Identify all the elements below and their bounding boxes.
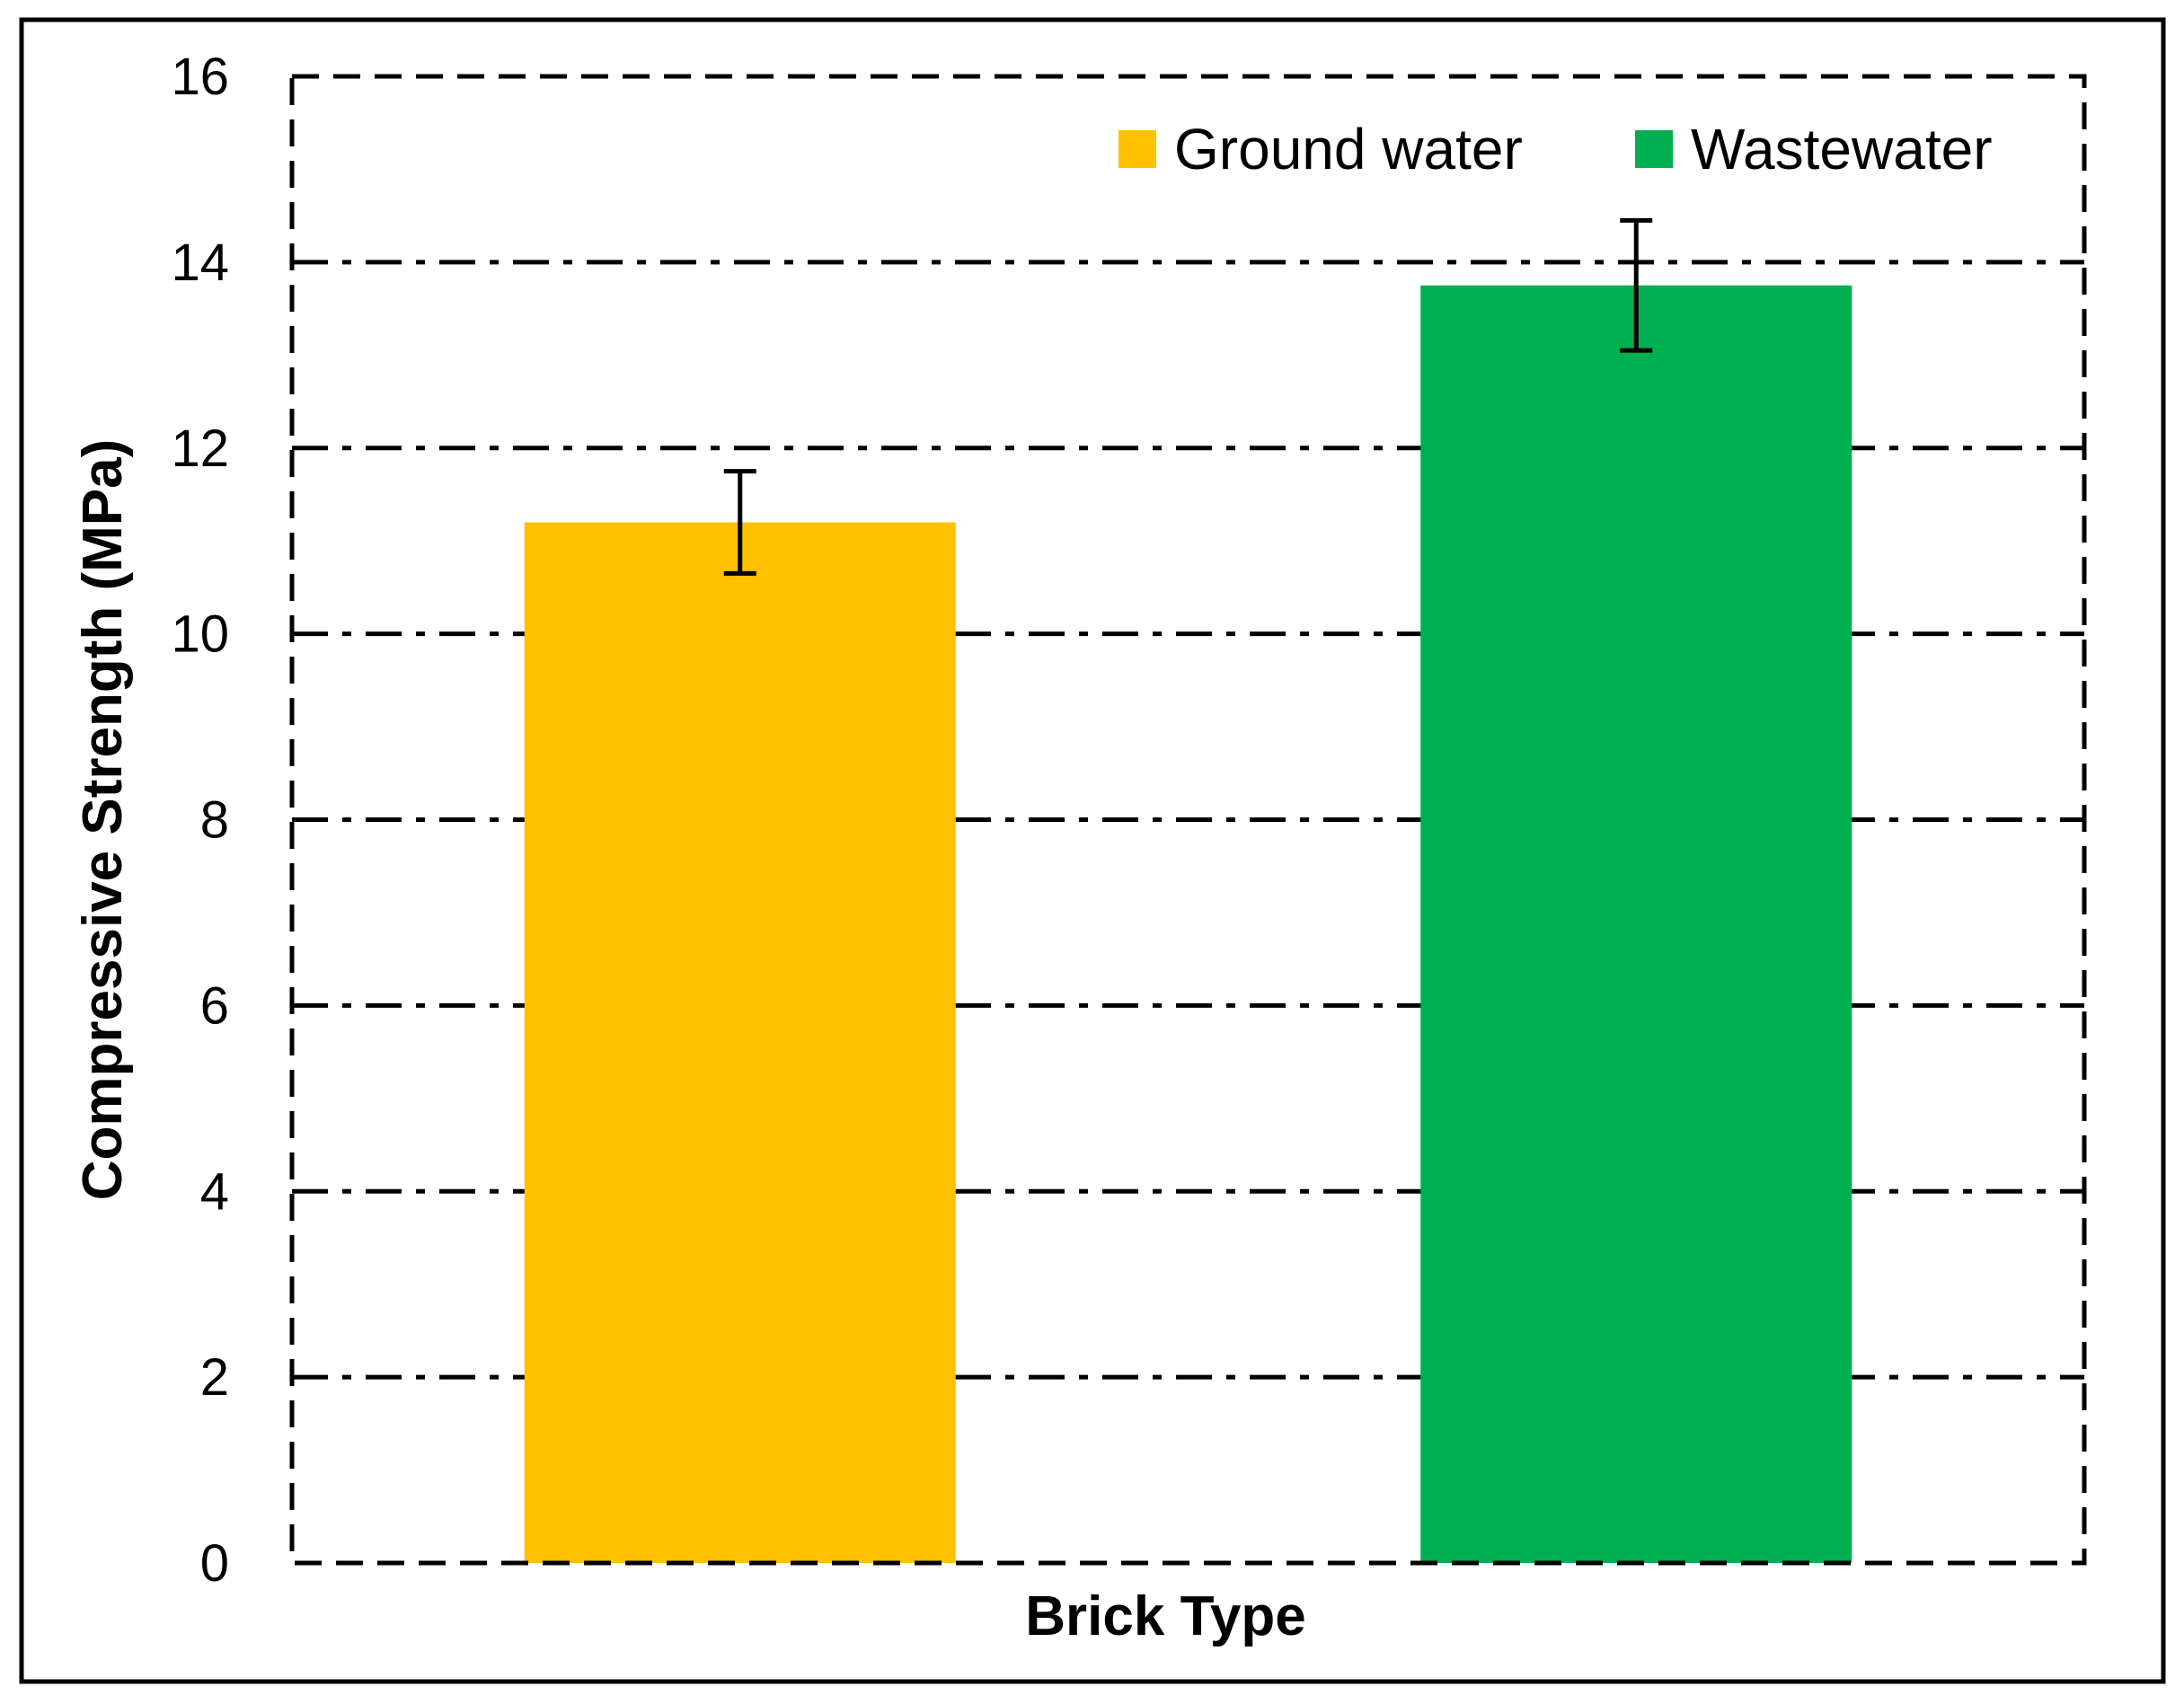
legend-swatch — [1635, 130, 1673, 168]
y-tick-label: 6 — [200, 976, 229, 1035]
legend-label: Ground water — [1174, 117, 1523, 181]
y-tick-label: 14 — [171, 234, 229, 292]
y-tick-label: 4 — [200, 1162, 229, 1221]
y-tick-label: 12 — [171, 419, 229, 478]
error-bars — [723, 217, 1653, 576]
y-tick-label: 0 — [200, 1534, 229, 1593]
legend: Ground water Wastewater — [1119, 117, 1993, 181]
y-axis-ticks: 0 2 4 6 8 10 12 14 16 — [171, 48, 229, 1593]
x-axis-title: Brick Type — [1025, 1585, 1305, 1647]
y-axis-title: Compressive Strength (MPa) — [72, 439, 134, 1201]
y-tick-label: 10 — [171, 605, 229, 664]
bar — [524, 522, 956, 1563]
figure-frame — [19, 17, 2166, 1684]
y-tick-label: 16 — [171, 48, 229, 106]
y-tick-label: 8 — [200, 791, 229, 850]
legend-label: Wastewater — [1691, 117, 1993, 181]
bars — [524, 285, 1852, 1563]
plot-area-frame — [289, 74, 2087, 1566]
bar — [1420, 285, 1852, 1563]
legend-swatch — [1119, 130, 1156, 168]
y-tick-label: 2 — [200, 1348, 229, 1407]
